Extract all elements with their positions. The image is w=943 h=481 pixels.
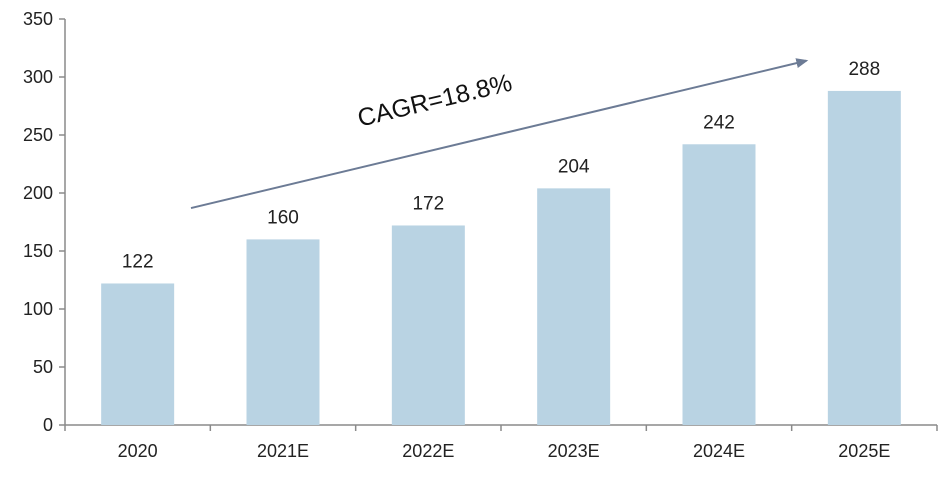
bar-2025E	[827, 90, 901, 426]
y-tick-label: 100	[23, 299, 53, 319]
x-tick-label: 2021E	[257, 441, 309, 461]
y-axis: 0 50 100 150 200 250 300 350	[23, 9, 66, 435]
bar-2024E	[682, 144, 756, 425]
bar-2022E	[391, 225, 465, 425]
x-tick-label: 2020	[118, 441, 158, 461]
data-label: 242	[703, 112, 735, 133]
x-tick-label: 2024E	[693, 441, 745, 461]
cagr-label: CAGR=18.8%	[355, 69, 515, 133]
y-tick-label: 300	[23, 67, 53, 87]
bar-2020	[101, 283, 175, 425]
x-axis: 2020 2021E 2022E 2023E 2024E 2025E	[64, 424, 938, 461]
y-tick-label: 200	[23, 183, 53, 203]
data-label: 204	[558, 156, 590, 177]
data-label: 172	[412, 193, 444, 214]
bars	[101, 90, 901, 426]
data-labels: 122 160 172 204 242 288	[122, 59, 880, 273]
y-tick-label: 250	[23, 125, 53, 145]
x-tick-label: 2025E	[838, 441, 890, 461]
y-tick-label: 150	[23, 241, 53, 261]
bar-2021E	[246, 239, 320, 425]
data-label: 122	[122, 251, 154, 272]
data-label: 288	[848, 59, 880, 80]
cagr-arrow	[190, 58, 809, 210]
y-tick-label: 0	[43, 415, 53, 435]
y-tick-label: 50	[33, 357, 53, 377]
bar-2023E	[537, 188, 611, 425]
data-label: 160	[267, 207, 299, 228]
x-tick-label: 2022E	[402, 441, 454, 461]
y-tick-label: 350	[23, 9, 53, 29]
x-tick-label: 2023E	[548, 441, 600, 461]
